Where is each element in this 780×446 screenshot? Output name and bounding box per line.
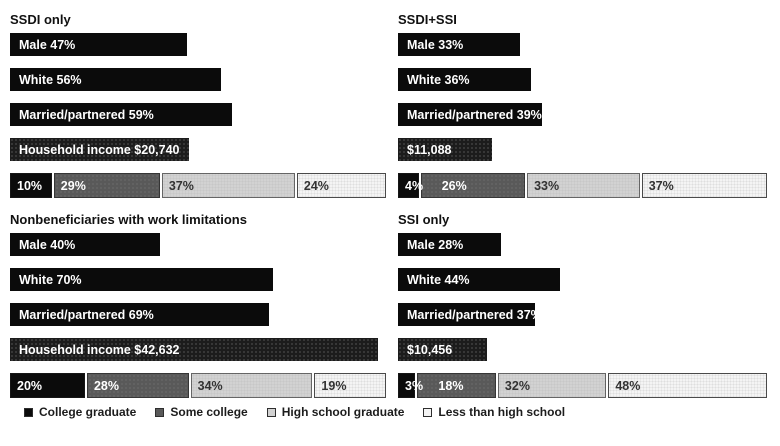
panel-ssdi-ssi: SSDI+SSI Male 33% White 36% Married/partner… (398, 12, 768, 198)
bar-household-income-42-632: Household income $42,632 (10, 338, 379, 361)
panel-ssi-only: SSI only Male 28% White 44% Married/partner… (398, 212, 768, 398)
segment-label: 3% (405, 378, 424, 393)
bar-label: Married/partnered 37% (407, 307, 542, 322)
bar-label: Married/partnered 39% (407, 107, 542, 122)
panel-title: Nonbeneficiaries with work limitations (10, 212, 247, 227)
bar-household-income-20-740: Household income $20,740 (10, 138, 190, 161)
segment-label: 37% (648, 178, 674, 193)
bar-label: $11,088 (407, 142, 452, 157)
legend: College graduate Some college High school … (10, 405, 767, 419)
bar-label: Household income $20,740 (19, 142, 180, 157)
bar-label: White 56% (19, 72, 82, 87)
segment-some-college: 18% (417, 373, 496, 398)
bar-white-70: White 70% (10, 268, 274, 291)
quadrant-grid: SSDI only Male 47% White 56% Married/partne… (10, 12, 768, 398)
bar-label: White 36% (407, 72, 470, 87)
panel-title: SSDI only (10, 12, 71, 27)
segment-label: 29% (60, 178, 86, 193)
legend-label: Less than high school (438, 405, 566, 419)
segment-label: 34% (197, 378, 223, 393)
legend-item-college-graduate: College graduate (24, 405, 136, 419)
segment-label: 26% (441, 178, 467, 193)
panel-ssdi-only: SSDI only Male 47% White 56% Married/partne… (10, 12, 386, 198)
legend-swatch (24, 407, 33, 417)
segment-high-school-graduate: 37% (161, 173, 295, 198)
education-stacked-bar: 10% 29% 37% 24% (10, 173, 386, 198)
segment-college-graduate: 3% (398, 373, 423, 398)
bar-label: Male 28% (407, 237, 464, 252)
segment-label: 37% (168, 178, 194, 193)
education-stacked-bar: 20% 28% 34% 19% (10, 373, 386, 398)
bar-male-40: Male 40% (10, 233, 161, 256)
legend-swatch (155, 407, 165, 417)
segment-less-than-high-school: 19% (314, 373, 386, 398)
segment-label: 32% (504, 378, 530, 393)
segment-college-graduate: 4% (398, 173, 423, 198)
legend-item-some-college: Some college (155, 405, 248, 419)
segment-high-school-graduate: 32% (497, 373, 607, 398)
legend-item-less-than-high-school: Less than high school (423, 405, 565, 419)
bar-white-56: White 56% (10, 68, 221, 91)
segment-label: 19% (321, 378, 347, 393)
segment-label: 18% (438, 378, 464, 393)
bar-label: White 70% (19, 272, 82, 287)
legend-swatch (423, 407, 433, 417)
segment-some-college: 29% (53, 173, 160, 198)
bar-label: Male 40% (19, 237, 76, 252)
segment-less-than-high-school: 24% (296, 173, 386, 198)
bar-male-28: Male 28% (398, 233, 502, 256)
segment-label: 10% (17, 178, 43, 193)
segment-college-graduate: 20% (10, 373, 85, 398)
bar-11-088: $11,088 (398, 138, 493, 161)
legend-label: Some college (170, 405, 248, 419)
bar-married-partnered-69: Married/partnered 69% (10, 303, 270, 326)
panel-nonbeneficiaries-with-work-limitations: Nonbeneficiaries with work limitations Ma… (10, 212, 386, 398)
segment-less-than-high-school: 48% (608, 373, 768, 398)
bar-white-36: White 36% (398, 68, 531, 91)
bar-married-partnered-59: Married/partnered 59% (10, 103, 232, 126)
segment-label: 20% (17, 378, 43, 393)
segment-high-school-graduate: 34% (190, 373, 313, 398)
bar-male-33: Male 33% (398, 33, 520, 56)
bar-label: $10,456 (407, 342, 453, 357)
segment-less-than-high-school: 37% (641, 173, 768, 198)
bar-label: Married/partnered 59% (19, 107, 154, 122)
legend-label: College graduate (39, 405, 137, 419)
bar-married-partnered-37: Married/partnered 37% (398, 303, 542, 326)
bar-label: Male 33% (407, 37, 464, 52)
legend-label: High school graduate (281, 405, 405, 419)
segment-some-college: 26% (420, 173, 526, 198)
segment-label: 33% (534, 178, 560, 193)
education-stacked-bar: 4% 26% 33% 37% (398, 173, 768, 198)
bar-white-44: White 44% (398, 268, 561, 291)
bar-label: Married/partnered 69% (19, 307, 154, 322)
bar-married-partnered-39: Married/partnered 39% (398, 103, 542, 126)
bar-label: White 44% (407, 272, 470, 287)
panel-title: SSI only (398, 212, 450, 227)
bar-label: Male 47% (19, 37, 76, 52)
legend-swatch (266, 407, 276, 417)
bar-male-47: Male 47% (10, 33, 187, 56)
bar-label: Household income $42,632 (19, 342, 180, 357)
bar-10-456: $10,456 (398, 338, 487, 361)
education-stacked-bar: 3% 18% 32% 48% (398, 373, 768, 398)
segment-some-college: 28% (86, 373, 189, 398)
segment-label: 48% (615, 378, 641, 393)
segment-high-school-graduate: 33% (527, 173, 640, 198)
segment-label: 4% (405, 178, 424, 193)
legend-item-high-school-graduate: High school graduate (266, 405, 405, 419)
segment-label: 24% (303, 178, 329, 193)
segment-label: 28% (93, 378, 119, 393)
panel-title: SSDI+SSI (398, 12, 457, 27)
segment-college-graduate: 10% (10, 173, 52, 198)
